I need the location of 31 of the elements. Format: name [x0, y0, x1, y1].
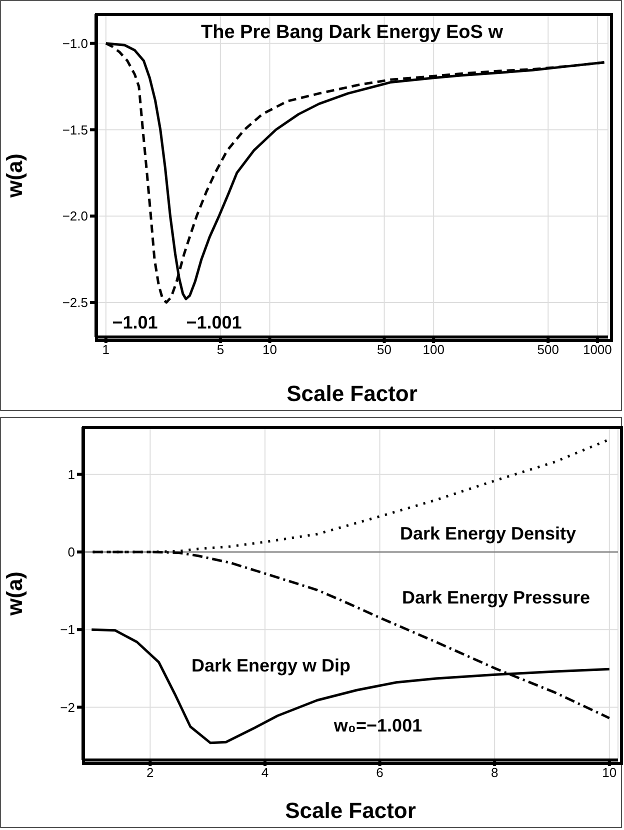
- x-tick-label: 5: [216, 342, 224, 358]
- x-tick-label: 4: [261, 765, 269, 780]
- x-tick-label: 6: [376, 765, 384, 780]
- annotation: Dark Energy Density: [400, 524, 576, 544]
- annotation: w₀=−1.001: [334, 716, 422, 736]
- y-tick-label: −1.5: [62, 122, 88, 138]
- x-tick-label: 10: [602, 765, 617, 780]
- x-tick-label: 100: [422, 342, 444, 358]
- y-axis-title: w(a): [2, 154, 27, 198]
- annotation: Dark Energy Pressure: [402, 588, 590, 608]
- y-tick-label: −2.5: [62, 295, 88, 310]
- x-tick-label: 500: [537, 342, 559, 358]
- annotation: −1.001: [186, 312, 242, 334]
- y-tick-label: −2.0: [62, 208, 88, 224]
- chart-title: The Pre Bang Dark Energy EoS w: [200, 22, 504, 44]
- y-tick-label: −1: [60, 622, 75, 638]
- annotation: Dark Energy w Dip: [191, 656, 351, 676]
- y-tick-label: −1.0: [62, 36, 88, 51]
- x-tick-label: 1000: [582, 342, 612, 358]
- annotation: −1.01: [112, 312, 158, 334]
- x-tick-label: 8: [490, 765, 498, 780]
- x-tick-label: 1: [102, 342, 110, 358]
- y-tick-label: −2: [60, 700, 75, 715]
- y-axis-title: w(a): [2, 572, 27, 616]
- x-tick-label: 10: [262, 342, 277, 358]
- x-axis-title: Scale Factor: [285, 798, 416, 823]
- y-tick-label: 0: [68, 544, 75, 560]
- x-tick-label: 50: [377, 342, 392, 358]
- x-tick-label: 2: [146, 765, 154, 780]
- y-tick-label: 1: [68, 466, 75, 482]
- x-axis-title: Scale Factor: [286, 381, 418, 406]
